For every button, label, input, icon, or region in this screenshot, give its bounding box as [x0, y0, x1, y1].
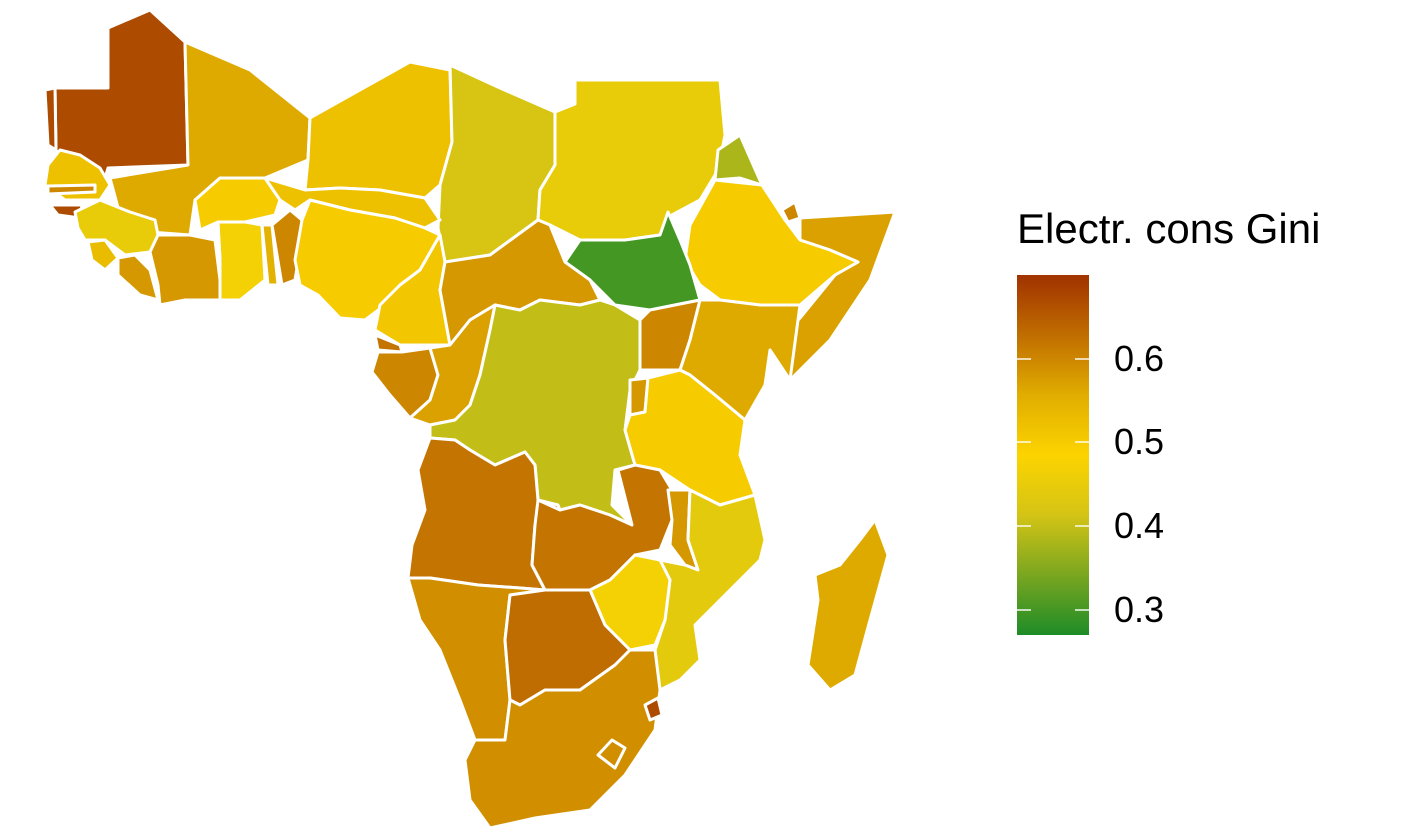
region-algeria-libya: [303, 60, 454, 200]
region-eritrea: [713, 133, 764, 187]
region-burkina-faso: [193, 176, 282, 232]
region-mozambique: [653, 488, 767, 692]
region-ghana: [216, 220, 267, 302]
region-madagascar: [806, 518, 890, 692]
region-western-sahara: [43, 86, 58, 152]
legend-tick-label: 0.6: [1114, 337, 1165, 379]
region-lesotho: [596, 738, 627, 770]
region-sierra-leone: [86, 238, 120, 272]
region-cote-divoire: [148, 233, 222, 307]
region-togo: [260, 223, 280, 287]
legend-tick-label: 0.5: [1114, 421, 1165, 463]
region-gambia: [46, 183, 97, 196]
legend-title: Electr. cons Gini: [1017, 205, 1321, 252]
legend-tick-label: 0.4: [1114, 505, 1165, 547]
region-south-africa: [463, 648, 662, 827]
legend-tick-label: 0.3: [1114, 588, 1165, 630]
region-eswatini: [643, 696, 664, 722]
legend-colorbar: [1017, 275, 1089, 635]
